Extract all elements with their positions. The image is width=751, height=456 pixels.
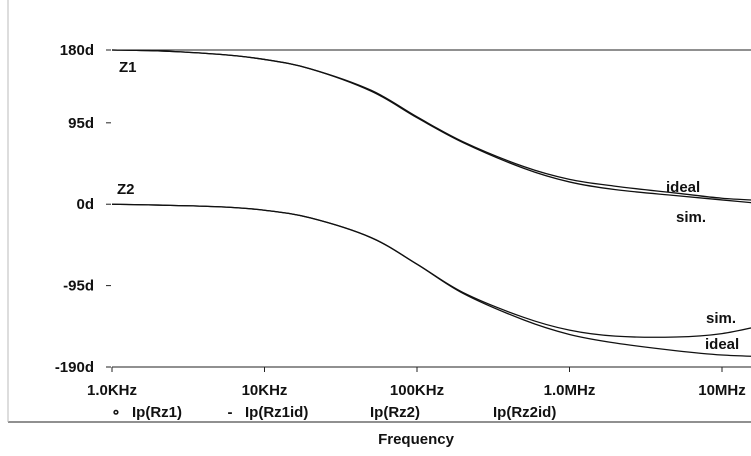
x-axis-ticks: 1.0KHz 10KHz 100KHz 1.0MHz 10MHz [87, 367, 746, 399]
legend: ∘ Ip(Rz1) - Ip(Rz1id) Ip(Rz2) Ip(Rz2id) [111, 404, 556, 421]
annotation-label: ideal [666, 179, 700, 196]
annotation-label: Z1 [119, 59, 137, 76]
legend-item: ∘ Ip(Rz1) [111, 404, 182, 421]
legend-label: Ip(Rz2id) [493, 404, 556, 421]
x-tick-label: 10MHz [698, 382, 746, 399]
y-tick-label: -95d [63, 278, 94, 295]
x-tick-label: 1.0MHz [544, 382, 596, 399]
y-tick-label: 180d [60, 42, 94, 59]
legend-item: Ip(Rz2id) [493, 404, 556, 421]
annotation-label: sim. [676, 209, 706, 226]
legend-marker: - [228, 404, 233, 421]
legend-label: Ip(Rz1id) [245, 404, 308, 421]
series-line-iprz2id [111, 203, 751, 357]
x-tick-label: 1.0KHz [87, 382, 137, 399]
series-line-iprz2 [111, 203, 751, 338]
x-tick-label: 10KHz [242, 382, 288, 399]
x-axis-label: Frequency [378, 431, 455, 448]
series-line-iprz1 [111, 49, 751, 204]
series-group [111, 49, 751, 357]
x-tick-label: 100KHz [390, 382, 444, 399]
legend-marker: ∘ [111, 404, 120, 421]
annotation-label: ideal [705, 336, 739, 353]
y-axis-ticks: 180d 95d 0d -95d -190d [55, 42, 111, 376]
y-tick-label: 0d [76, 196, 94, 213]
y-tick-label: -190d [55, 359, 94, 376]
series-line-iprz1id [111, 49, 751, 201]
legend-label: Ip(Rz2) [370, 404, 420, 421]
legend-item: Ip(Rz2) [370, 404, 420, 421]
legend-label: Ip(Rz1) [132, 404, 182, 421]
plot-frame [7, 0, 751, 423]
legend-item: - Ip(Rz1id) [228, 404, 309, 421]
y-tick-label: 95d [68, 115, 94, 132]
annotation-label: Z2 [117, 181, 135, 198]
annotation-label: sim. [706, 310, 736, 327]
annotations-group: Z1 Z2 ideal sim. sim. ideal [117, 59, 739, 353]
